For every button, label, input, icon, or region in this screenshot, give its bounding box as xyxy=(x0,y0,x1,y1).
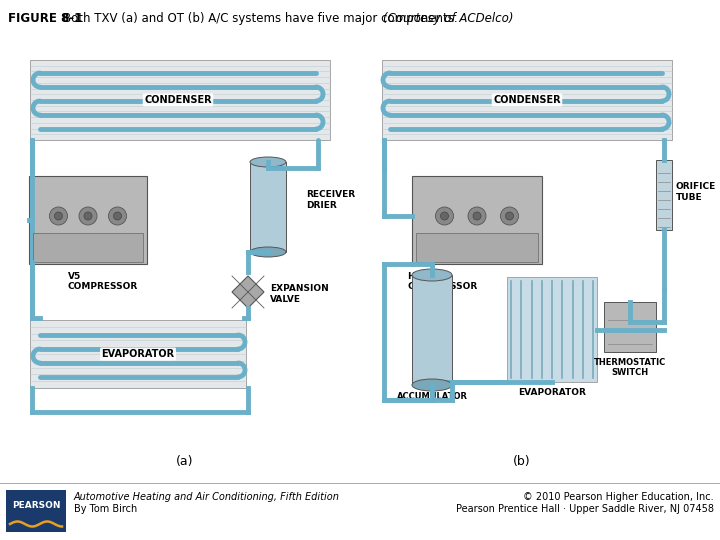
Text: Both TXV (a) and OT (b) A/C systems have five major components.: Both TXV (a) and OT (b) A/C systems have… xyxy=(63,12,462,25)
Text: Pearson Prentice Hall · Upper Saddle River, NJ 07458: Pearson Prentice Hall · Upper Saddle Riv… xyxy=(456,504,714,514)
Text: EVAPORATOR: EVAPORATOR xyxy=(102,349,174,359)
Ellipse shape xyxy=(250,157,286,167)
Bar xyxy=(507,277,597,382)
Text: CONDENSER: CONDENSER xyxy=(493,95,561,105)
Text: H6
COMPRESSOR: H6 COMPRESSOR xyxy=(407,272,477,292)
Bar xyxy=(30,320,246,388)
Text: (Courtesy of ACDelco): (Courtesy of ACDelco) xyxy=(383,12,513,25)
Circle shape xyxy=(505,212,513,220)
Text: By Tom Birch: By Tom Birch xyxy=(74,504,138,514)
Text: PEARSON: PEARSON xyxy=(12,502,60,510)
Bar xyxy=(6,490,66,532)
Circle shape xyxy=(84,212,92,220)
Text: Automotive Heating and Air Conditioning, Fifth Edition: Automotive Heating and Air Conditioning,… xyxy=(74,492,340,502)
Circle shape xyxy=(441,212,449,220)
Text: FIGURE 8-1: FIGURE 8-1 xyxy=(8,12,86,25)
Bar xyxy=(416,233,538,262)
Text: CONDENSER: CONDENSER xyxy=(144,95,212,105)
Text: EVAPORATOR: EVAPORATOR xyxy=(518,388,586,397)
Circle shape xyxy=(114,212,122,220)
Bar xyxy=(656,160,672,230)
Circle shape xyxy=(79,207,97,225)
Circle shape xyxy=(468,207,486,225)
Bar xyxy=(604,302,656,352)
Bar xyxy=(382,60,672,140)
Text: © 2010 Pearson Higher Education, Inc.: © 2010 Pearson Higher Education, Inc. xyxy=(523,492,714,502)
Bar xyxy=(412,275,452,385)
Circle shape xyxy=(436,207,454,225)
Text: (b): (b) xyxy=(513,455,531,468)
Text: (a): (a) xyxy=(176,455,194,468)
Text: THERMOSTATIC
SWITCH: THERMOSTATIC SWITCH xyxy=(594,358,666,377)
Circle shape xyxy=(109,207,127,225)
Text: ACCUMULATOR: ACCUMULATOR xyxy=(397,392,467,401)
Ellipse shape xyxy=(412,269,452,281)
Text: ORIFICE
TUBE: ORIFICE TUBE xyxy=(676,183,716,202)
Text: RECEIVER
DRIER: RECEIVER DRIER xyxy=(306,190,355,210)
Ellipse shape xyxy=(412,379,452,391)
Circle shape xyxy=(55,212,63,220)
Text: EXPANSION
VALVE: EXPANSION VALVE xyxy=(270,284,329,303)
Bar xyxy=(30,60,330,140)
Bar xyxy=(250,162,286,252)
Ellipse shape xyxy=(250,247,286,257)
Polygon shape xyxy=(232,276,264,308)
Circle shape xyxy=(473,212,481,220)
Text: V5
COMPRESSOR: V5 COMPRESSOR xyxy=(68,272,138,292)
Circle shape xyxy=(50,207,68,225)
Bar xyxy=(33,233,143,262)
Bar xyxy=(412,176,542,264)
Bar xyxy=(29,176,147,264)
Circle shape xyxy=(500,207,518,225)
